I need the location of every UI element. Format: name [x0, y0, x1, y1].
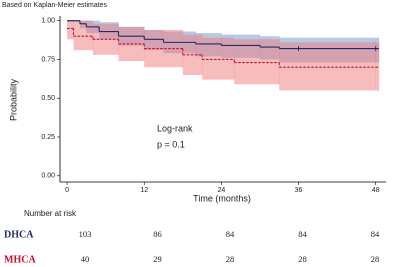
- risk-count: 28: [226, 254, 235, 264]
- confidence-band: [73, 20, 94, 51]
- y-axis-label: Probability: [8, 78, 18, 121]
- confidence-band: [279, 42, 377, 91]
- risk-row-label: DHCA: [4, 229, 34, 240]
- risk-count: 86: [153, 229, 162, 239]
- y-tick-label: 0.75: [41, 56, 55, 63]
- censor-mark: [373, 46, 379, 52]
- y-tick-label: 0.00: [41, 173, 55, 180]
- annotation: p = 0.1: [157, 139, 185, 149]
- risk-row-label: MHCA: [4, 254, 36, 265]
- x-axis-label: Time (months): [193, 193, 251, 203]
- risk-count: 84: [371, 229, 380, 239]
- confidence-band: [202, 37, 235, 80]
- chart-title: Based on Kaplan-Meier estimates: [2, 2, 108, 9]
- risk-table-title: Number at risk: [24, 209, 77, 218]
- confidence-band: [375, 42, 380, 91]
- x-tick-label: 36: [295, 187, 303, 194]
- y-tick-label: 0.50: [41, 95, 55, 102]
- y-tick-label: 1.00: [41, 17, 55, 24]
- x-tick-label: 48: [372, 187, 380, 194]
- risk-count: 84: [226, 229, 235, 239]
- x-tick-label: 0: [65, 187, 69, 194]
- confidence-band: [67, 20, 74, 40]
- risk-count: 84: [298, 229, 307, 239]
- risk-count: 28: [298, 254, 307, 264]
- risk-count: 103: [79, 229, 92, 239]
- x-tick-label: 12: [140, 187, 148, 194]
- annotation: Log-rank: [157, 123, 193, 133]
- censor-mark: [296, 46, 302, 52]
- risk-count: 40: [81, 254, 90, 264]
- y-tick-label: 0.25: [41, 134, 55, 141]
- x-tick-label: 24: [217, 187, 225, 194]
- risk-count: 29: [153, 254, 162, 264]
- risk-count: 28: [371, 254, 380, 264]
